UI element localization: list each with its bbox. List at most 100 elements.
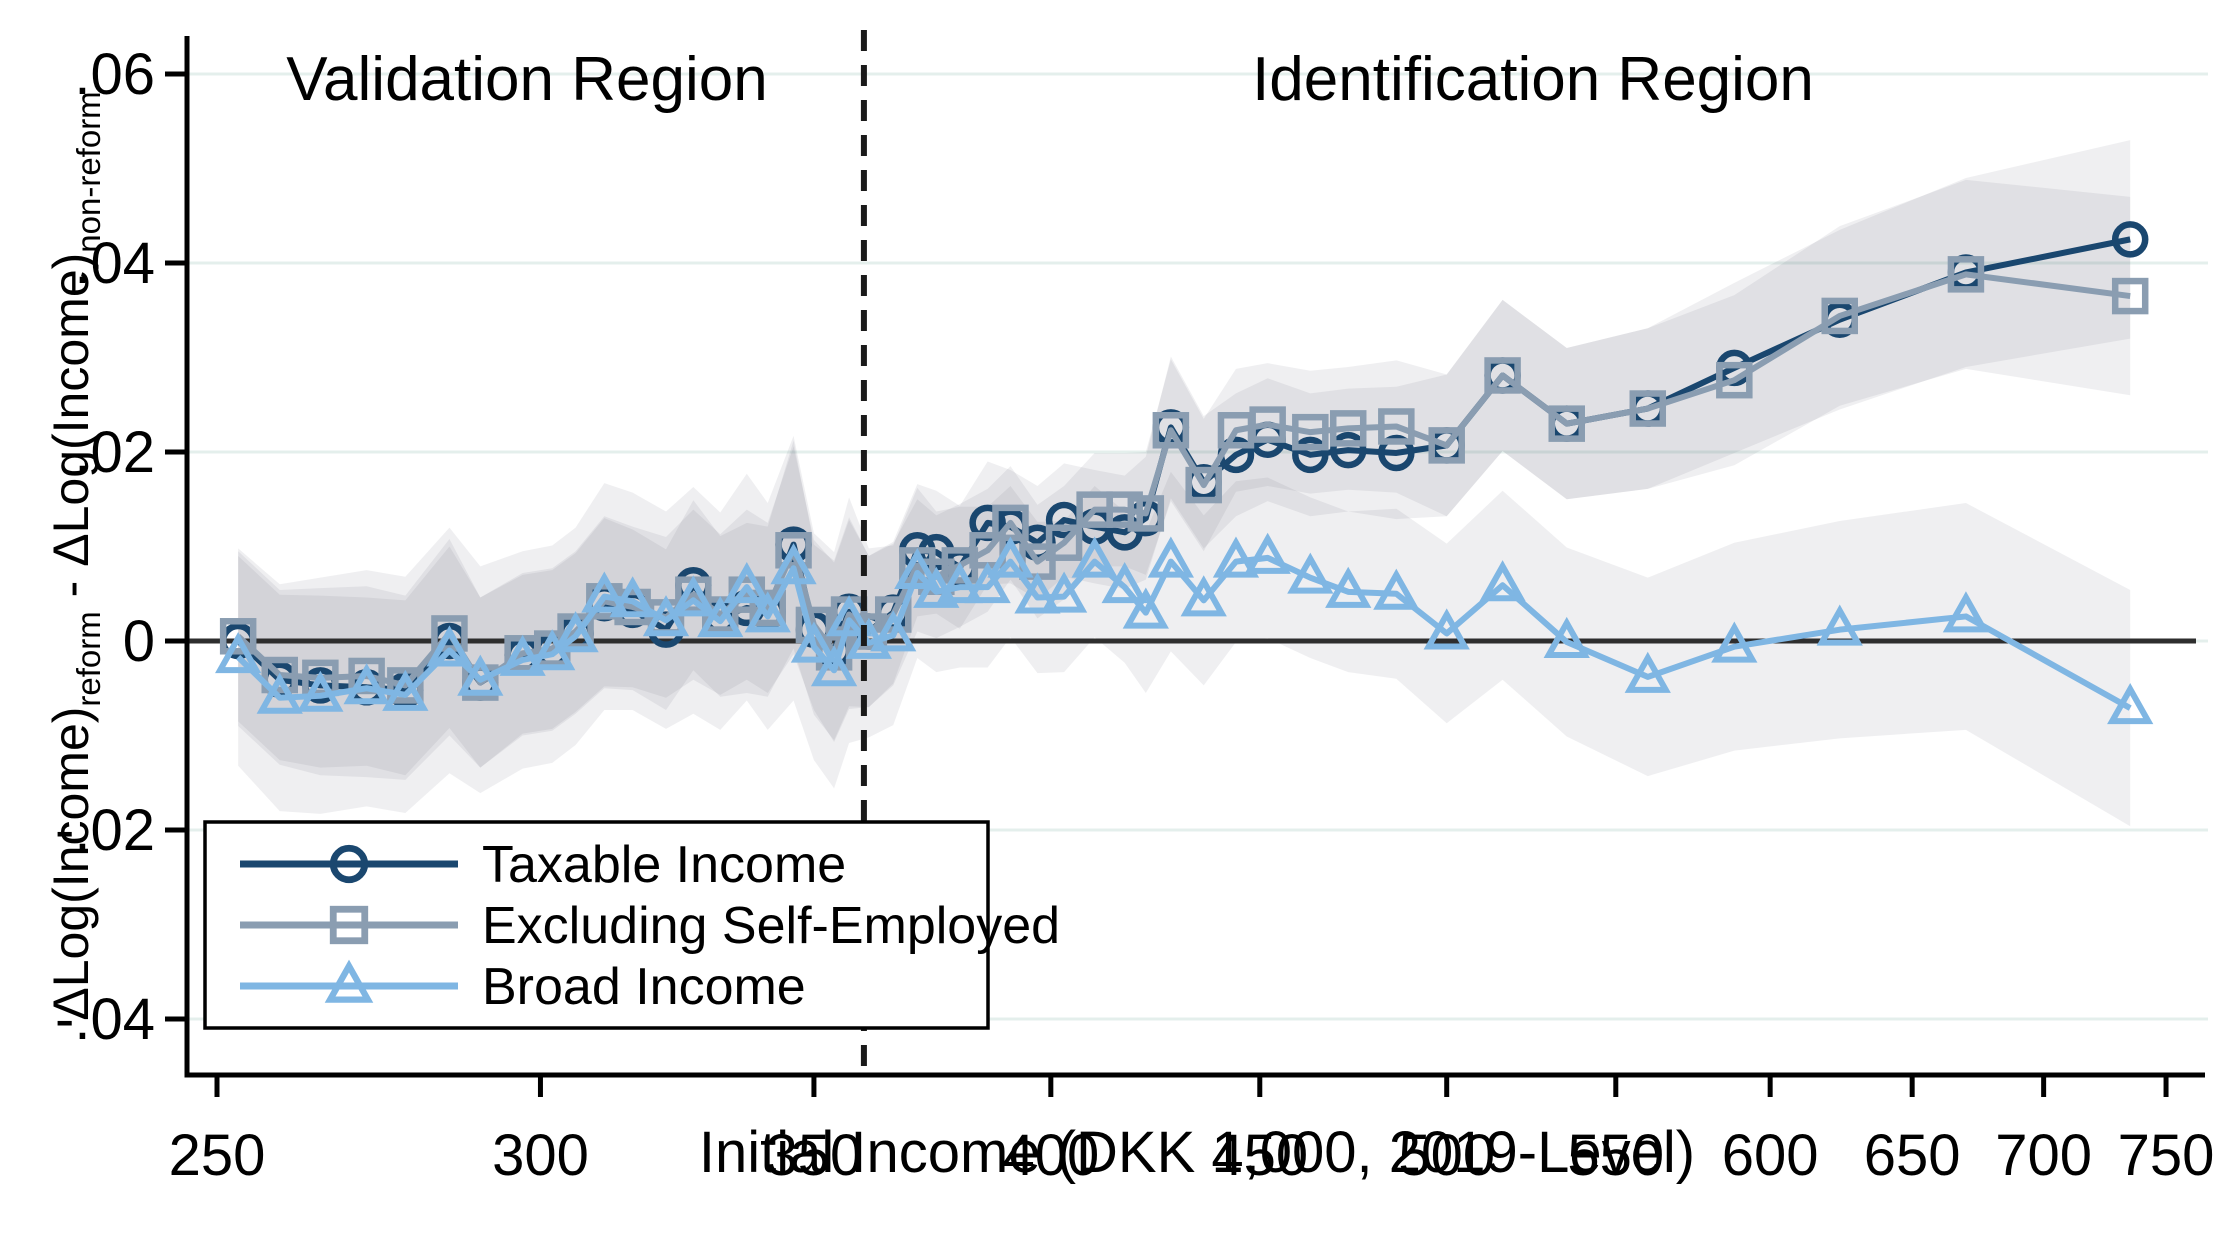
x-tick-label: 700: [1995, 1123, 2092, 1188]
x-tick-label: 600: [1722, 1123, 1819, 1188]
triangle-marker: [1147, 536, 1194, 578]
square-marker: [1249, 406, 1286, 443]
triangle-marker: [1942, 591, 1990, 633]
circle-marker: [329, 844, 369, 884]
triangle-marker: [609, 576, 656, 618]
square-marker: [1378, 408, 1415, 445]
y-tick-label: .06: [74, 42, 155, 107]
triangle-marker: [1287, 552, 1334, 594]
y-title-mid: - ΔLog(Income): [43, 253, 99, 612]
square-marker: [1716, 361, 1753, 399]
x-tick-label: 350: [766, 1123, 863, 1188]
square-marker: [1428, 427, 1465, 464]
triangle-marker: [1479, 560, 1526, 602]
square-marker: [1185, 466, 1222, 504]
y-tick-label: -.02: [55, 798, 155, 863]
triangle-marker: [697, 596, 744, 638]
validation-region-label: Validation Region: [286, 45, 767, 114]
axes-layer: .06 .04 .02 0 -.02 -.04 250 300 350 400 450 500 550 6…: [55, 36, 2214, 1188]
triangle-marker: [324, 959, 374, 1003]
circle-marker: [1292, 436, 1329, 474]
triangle-marker: [987, 536, 1034, 578]
confidence-band: [238, 435, 2131, 827]
series-layer: [215, 221, 2154, 725]
triangle-marker: [1101, 562, 1148, 604]
triangle-marker: [1122, 587, 1169, 629]
triangle-marker: [499, 634, 546, 676]
triangle-marker: [936, 562, 983, 604]
square-marker: [219, 618, 257, 655]
triangle-marker: [1040, 571, 1088, 613]
y-tick-label: -.04: [55, 987, 155, 1052]
triangle-marker: [1373, 568, 1420, 610]
confidence-bands: [238, 140, 2131, 827]
x-tick-label: 500: [1398, 1123, 1495, 1188]
triangle-marker: [1816, 604, 1863, 646]
triangle-marker: [2107, 682, 2154, 725]
y-axis-title: ΔLog(Income)reform - ΔLog(Income)non-ref…: [43, 91, 107, 1020]
identification-region-label: Identification Region: [1252, 45, 1814, 114]
triangle-marker: [426, 625, 473, 667]
series-triangle: [215, 532, 2154, 725]
triangle-marker: [1180, 575, 1227, 617]
y-tick-label: 0: [123, 609, 155, 674]
y-title-main: ΔLog(Income): [43, 707, 99, 1021]
triangle-marker: [382, 669, 429, 711]
square-marker: [1548, 405, 1585, 442]
triangle-marker: [964, 562, 1011, 604]
triangle-marker: [297, 670, 344, 712]
triangle-marker: [744, 591, 791, 633]
triangle-marker: [552, 611, 599, 653]
triangle-marker: [1071, 536, 1118, 578]
y-tick-label: .04: [74, 231, 155, 296]
x-tick-label: 550: [1567, 1123, 1664, 1188]
legend-item: Taxable Income: [240, 836, 846, 894]
triangle-marker: [810, 645, 858, 687]
x-tick-label: 650: [1864, 1123, 1961, 1188]
triangle-marker: [256, 672, 303, 714]
triangle-marker: [1014, 572, 1061, 614]
circle-marker: [2111, 221, 2149, 258]
y-title-sub-nonreform: non-reform: [70, 91, 107, 252]
triangle-marker: [1543, 616, 1590, 658]
square-marker: [329, 905, 369, 945]
x-tick-label: 250: [169, 1123, 266, 1188]
legend-item: Broad Income: [240, 958, 806, 1016]
triangle-marker: [343, 663, 390, 705]
legend-item-label: Taxable Income: [482, 836, 846, 894]
triangle-marker: [457, 654, 504, 696]
triangle-marker: [215, 631, 262, 674]
series-line: [236, 554, 2132, 711]
triangle-marker: [642, 595, 690, 637]
triangle-marker: [894, 547, 941, 589]
triangle-marker: [825, 595, 873, 637]
x-tick-label: 450: [1211, 1123, 1308, 1188]
square-marker: [1045, 524, 1083, 561]
triangle-marker: [790, 621, 838, 663]
triangle-marker: [723, 562, 770, 604]
square-marker: [1127, 495, 1165, 532]
circle-marker: [1378, 434, 1415, 472]
triangle-marker: [1423, 608, 1470, 650]
square-marker: [2111, 277, 2149, 315]
y-tick-label: .02: [74, 420, 155, 485]
triangle-marker: [581, 571, 628, 613]
x-axis-title: Initial Income (DKK 1,000, 2019-Level): [699, 1120, 1695, 1185]
square-marker: [1329, 410, 1367, 447]
triangle-marker: [1244, 532, 1291, 574]
triangle-marker: [1711, 621, 1758, 663]
triangle-marker: [1624, 651, 1671, 693]
x-tick-label: 750: [2118, 1123, 2215, 1188]
square-marker: [1629, 390, 1667, 427]
triangle-marker: [1325, 566, 1372, 608]
y-title-sub-reform: reform: [70, 611, 107, 706]
square-marker: [1152, 412, 1190, 449]
square-marker: [1947, 256, 1985, 293]
square-marker: [1484, 357, 1521, 394]
x-tick-label: 400: [1002, 1123, 1099, 1188]
square-marker: [1821, 297, 1858, 335]
